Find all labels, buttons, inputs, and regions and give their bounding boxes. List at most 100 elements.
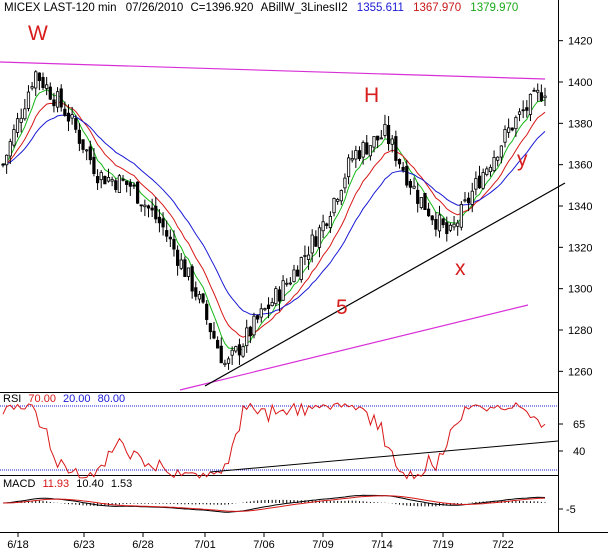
study-value-mid: 1367.970 bbox=[413, 2, 462, 14]
candle-body bbox=[376, 135, 380, 141]
candle-body bbox=[74, 118, 78, 130]
candle-body bbox=[63, 108, 67, 116]
date-tick-label: 6/18 bbox=[7, 539, 28, 551]
candle-body bbox=[223, 362, 227, 366]
candle-body bbox=[106, 177, 111, 182]
candle-body bbox=[208, 323, 212, 333]
candle-body bbox=[521, 109, 525, 112]
ma-fast-line bbox=[2, 88, 546, 351]
candle-body bbox=[525, 107, 529, 111]
candle-body bbox=[81, 139, 85, 150]
candle-body bbox=[161, 218, 165, 228]
candle-body bbox=[285, 282, 289, 285]
candle-body bbox=[510, 127, 514, 131]
candle-body bbox=[492, 157, 496, 172]
candle-body bbox=[168, 236, 172, 240]
candle-body bbox=[263, 308, 267, 311]
candle-body bbox=[146, 205, 151, 209]
price-tick-label: 1340 bbox=[568, 201, 592, 213]
annotation-x: x bbox=[455, 257, 466, 280]
rsi-panel: 65 40 bbox=[0, 402, 585, 480]
candle-body bbox=[234, 346, 238, 352]
candle-body bbox=[296, 269, 300, 277]
date-tick-label: 7/01 bbox=[194, 539, 215, 551]
price-tick-label: 1260 bbox=[568, 366, 592, 378]
candle-body bbox=[201, 293, 205, 303]
macd-param-1: 11.93 bbox=[42, 478, 70, 490]
candle-body bbox=[314, 236, 318, 247]
candle-body bbox=[230, 349, 234, 356]
candle-body bbox=[1, 163, 5, 166]
candle-body bbox=[412, 185, 416, 189]
macd-param-2: 10.40 bbox=[76, 478, 104, 490]
candle-body bbox=[219, 345, 223, 364]
candle-body bbox=[226, 358, 231, 364]
candle-body bbox=[368, 145, 372, 157]
candle-body bbox=[423, 192, 427, 211]
candle-body bbox=[343, 177, 347, 189]
candle-body bbox=[194, 287, 198, 297]
candle-body bbox=[114, 180, 118, 190]
candle-body bbox=[328, 216, 332, 228]
candle-body bbox=[85, 149, 89, 152]
candle-body bbox=[339, 190, 343, 202]
rsi-param-3: 80.00 bbox=[97, 393, 126, 405]
candle-body bbox=[245, 327, 249, 347]
candle-body bbox=[23, 108, 27, 120]
candle-body bbox=[48, 86, 52, 100]
chart-frame bbox=[0, 0, 608, 533]
candle-body bbox=[12, 129, 16, 146]
date-tick-label: 6/23 bbox=[73, 539, 94, 551]
candle-body bbox=[288, 282, 292, 285]
candle-body bbox=[539, 92, 543, 101]
candle-body bbox=[277, 289, 282, 302]
candle-body bbox=[66, 112, 71, 122]
trendlines bbox=[0, 61, 566, 391]
candle-body bbox=[143, 204, 147, 208]
candle-body bbox=[8, 141, 12, 157]
candle-body bbox=[30, 86, 34, 89]
candle-body bbox=[41, 76, 45, 89]
candle-body bbox=[5, 154, 9, 166]
candle-body bbox=[321, 221, 325, 232]
candle-body bbox=[26, 91, 31, 109]
candle-body bbox=[292, 269, 296, 283]
candle-body bbox=[350, 158, 354, 161]
candle-body bbox=[37, 72, 41, 81]
candle-body bbox=[437, 214, 442, 232]
candle-body bbox=[303, 255, 307, 257]
candle-body bbox=[445, 222, 449, 234]
candle-body bbox=[132, 184, 136, 187]
candle-body bbox=[281, 280, 285, 301]
macd-param-3: 1.53 bbox=[110, 478, 133, 490]
candle-body bbox=[121, 178, 125, 181]
macd-line bbox=[2, 494, 546, 513]
rsi-param-2: 20.00 bbox=[63, 393, 91, 405]
candle-body bbox=[259, 308, 263, 318]
candle-body bbox=[150, 207, 154, 211]
candle-body bbox=[310, 234, 314, 254]
candle-body bbox=[125, 180, 129, 185]
candle-body bbox=[197, 294, 202, 300]
price-tick-label: 1420 bbox=[568, 36, 592, 48]
date-tick-label: 7/06 bbox=[253, 539, 274, 551]
candle-body bbox=[179, 259, 183, 269]
candle-body bbox=[456, 222, 460, 227]
price-tick-label: 1400 bbox=[568, 77, 592, 89]
candle-body bbox=[103, 175, 107, 185]
resistance-trendline bbox=[0, 61, 546, 80]
price-tick-label: 1360 bbox=[568, 160, 592, 172]
candle-body bbox=[332, 198, 336, 214]
candle-body bbox=[507, 127, 511, 133]
rsi-tick-label: 65 bbox=[573, 419, 585, 431]
support-trendline bbox=[204, 182, 566, 387]
candle-body bbox=[45, 84, 49, 89]
candle-body bbox=[481, 172, 485, 189]
candle-body bbox=[212, 330, 216, 339]
candle-body bbox=[419, 197, 423, 208]
candle-body bbox=[77, 129, 81, 144]
candle-body bbox=[19, 117, 23, 123]
close-label: C=1396.920 bbox=[190, 2, 254, 14]
macd-label-row: MACD 11.93 10.40 1.53 bbox=[3, 478, 132, 490]
